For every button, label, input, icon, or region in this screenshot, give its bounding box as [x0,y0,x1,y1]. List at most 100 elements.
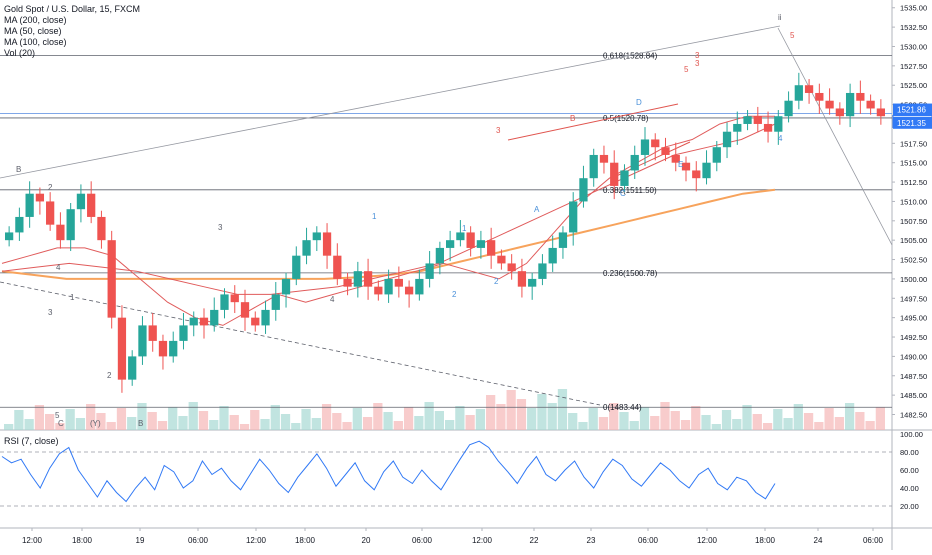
price-tick-label: 1482.50 [900,411,927,420]
time-tick-label: 12:00 [697,536,718,545]
wave-label: ii [778,13,782,22]
candle-body [722,131,732,148]
wave-label: 1 [462,224,467,233]
candle-body [528,278,537,287]
volume-bar [721,410,732,430]
fib-level-label: 0.382(1511.50) [603,186,657,195]
hline-price-badge-bg [893,116,932,129]
volume-bar [762,423,773,430]
wave-label: (Y) [90,419,101,428]
volume-bar [752,414,762,430]
volume-bar [260,419,270,430]
time-tick-label: 18:00 [72,536,93,545]
volume-bar [537,394,547,430]
candle-body [753,116,762,124]
wave-label: 5 [790,31,795,40]
time-tick-label: 06:00 [863,536,884,545]
volume-bar [875,407,885,430]
channel-line-upper [0,25,781,179]
volume-bar [475,409,486,430]
candle-body [487,240,496,256]
volume-bar [4,424,14,430]
volume-bar [506,390,516,430]
candle-body [774,116,783,132]
hline-price-badge: 1521.35 [897,119,926,128]
rsi-tick-label: 60.00 [900,466,919,475]
volume-bar [803,413,814,430]
volume-bar [291,423,301,430]
candle-body [66,209,75,241]
candle-body [240,302,250,318]
candle-body [97,216,106,241]
rsi-legend[interactable]: RSI (7, close) [4,436,59,446]
candle-body [733,123,742,132]
candle-body [856,92,865,101]
price-tick-label: 1500.00 [900,275,927,284]
volume-bar [527,408,537,430]
candle-body [825,100,834,109]
time-tick-label: 22 [530,536,539,545]
candle-body [845,92,855,117]
candle-body [569,201,578,233]
candle-body [876,108,885,117]
time-tick-label: 12:00 [472,536,493,545]
candle-body [743,116,752,124]
candle-body [794,85,803,101]
price-tick-label: 1487.50 [900,372,927,381]
price-tick-label: 1525.00 [900,81,927,90]
wave-label: 3 [48,308,53,317]
wave-label: 1 [70,293,75,302]
candle-body [199,317,209,326]
volume-bar [198,411,209,430]
volume-bar [106,422,116,430]
price-tick-label: 1512.50 [900,178,927,187]
candle-body [661,147,670,155]
candle-body [538,263,547,279]
price-tick-label: 1530.00 [900,42,927,51]
volume-bar [547,403,557,430]
candle-body [599,154,609,163]
price-tick-label: 1490.00 [900,352,927,361]
volume-bar [332,413,342,430]
volume-bar [834,417,844,430]
wave-label: E [678,160,683,169]
candle-body [107,240,116,318]
volume-bar [86,404,96,430]
rsi-tick-label: 20.00 [900,502,919,511]
volume-bar [424,402,434,430]
candle-body [46,201,55,225]
volume-bar [34,405,45,430]
volume-bar [639,407,650,430]
time-tick-label: 06:00 [638,536,659,545]
candle-body [425,263,434,279]
volume-bar [116,408,127,430]
volume-bar [814,422,824,430]
wave-label: 2 [107,371,112,380]
time-tick-label: 19 [136,536,145,545]
time-tick-label: 20 [362,536,371,545]
volume-bar [650,416,660,430]
volume-bar [732,419,742,430]
candle-body [866,100,875,109]
volume-bar [321,404,332,430]
candle-body [271,294,280,310]
wave-label: 2 [494,277,499,286]
projection-line [777,27,893,246]
candle-body [87,193,96,217]
volume-bar [219,406,229,430]
volume-bar [691,406,701,430]
candle-body [302,240,311,256]
wave-label: B [16,165,21,174]
volume-bar [516,399,527,430]
volume-bar [65,409,75,430]
volume-bar [609,403,619,430]
volume-bar [229,415,239,430]
volume-bar [844,403,855,430]
volume-bar [137,403,147,430]
volume-bar [434,411,444,430]
volume-bar [773,409,783,430]
volume-bar [127,417,137,430]
